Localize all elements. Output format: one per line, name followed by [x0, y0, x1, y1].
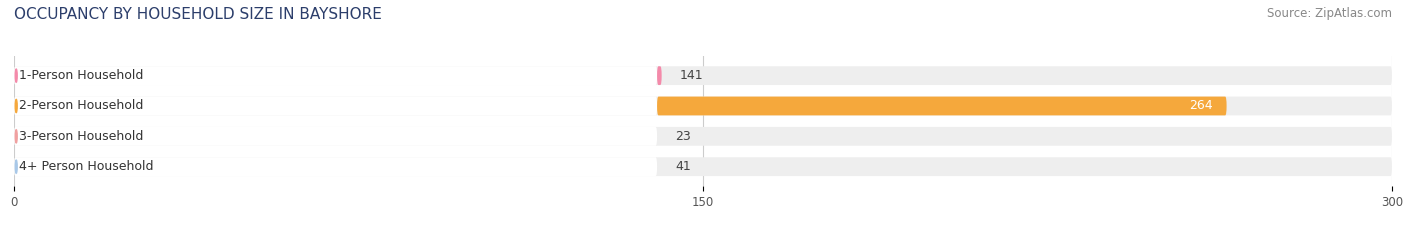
- FancyBboxPatch shape: [657, 66, 662, 85]
- FancyBboxPatch shape: [657, 97, 1226, 115]
- Circle shape: [15, 69, 17, 82]
- FancyBboxPatch shape: [14, 127, 1392, 146]
- FancyBboxPatch shape: [14, 66, 1392, 85]
- Circle shape: [15, 99, 17, 113]
- Text: 4+ Person Household: 4+ Person Household: [20, 160, 153, 173]
- Text: 1-Person Household: 1-Person Household: [20, 69, 143, 82]
- Text: 23: 23: [675, 130, 692, 143]
- Text: 3-Person Household: 3-Person Household: [20, 130, 143, 143]
- FancyBboxPatch shape: [14, 157, 1392, 176]
- FancyBboxPatch shape: [14, 157, 657, 176]
- Text: 2-Person Household: 2-Person Household: [20, 99, 143, 113]
- Text: Source: ZipAtlas.com: Source: ZipAtlas.com: [1267, 7, 1392, 20]
- FancyBboxPatch shape: [14, 127, 657, 146]
- FancyBboxPatch shape: [14, 97, 657, 115]
- Circle shape: [15, 130, 17, 143]
- Circle shape: [15, 160, 17, 173]
- Text: 264: 264: [1189, 99, 1213, 113]
- FancyBboxPatch shape: [14, 66, 657, 85]
- Text: 141: 141: [681, 69, 703, 82]
- Text: OCCUPANCY BY HOUSEHOLD SIZE IN BAYSHORE: OCCUPANCY BY HOUSEHOLD SIZE IN BAYSHORE: [14, 7, 382, 22]
- FancyBboxPatch shape: [14, 97, 1392, 115]
- Text: 41: 41: [675, 160, 692, 173]
